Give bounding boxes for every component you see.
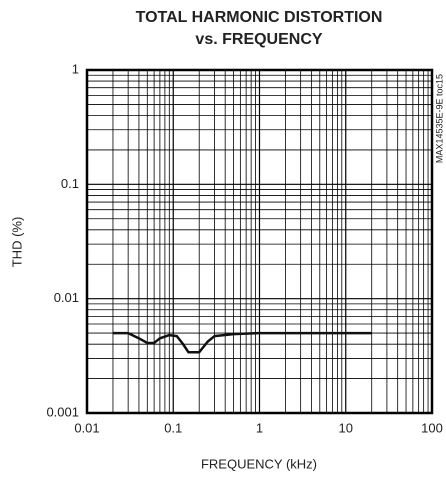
x-tick-label: 0.01 [74,420,99,435]
annotation: MAX14535E-9E toc15 [434,74,444,163]
chart-title: vs. FREQUENCY [195,31,322,48]
x-tick-label: 100 [421,420,443,435]
x-tick-label: 0.1 [164,420,182,435]
x-tick-label: 10 [339,420,353,435]
chart-title: TOTAL HARMONIC DISTORTION [136,9,383,26]
y-axis-label: THD (%) [9,217,24,268]
y-tick-label: 0.01 [54,290,79,305]
y-tick-label: 0.001 [46,404,79,419]
y-tick-label: 0.1 [61,176,79,191]
data-line [112,331,372,354]
plot-frame [85,68,434,415]
x-axis-label: FREQUENCY (kHz) [201,456,317,471]
y-tick-label: 1 [72,61,79,76]
x-tick-label: 1 [256,420,263,435]
